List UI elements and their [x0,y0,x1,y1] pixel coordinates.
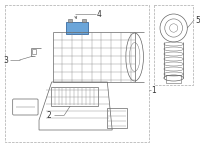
Text: 2: 2 [47,111,52,120]
Bar [5,5,149,142]
Bar [32,49,36,54]
Bar [66,22,88,34]
Text: 5: 5 [195,15,200,25]
Bar [107,108,127,128]
Text: 1: 1 [151,86,156,95]
Bar [82,19,86,22]
Bar [51,87,98,106]
Text: 3: 3 [3,56,8,65]
Bar [166,75,181,83]
Text: 4: 4 [97,10,101,19]
Bar [154,5,193,85]
Bar [68,19,72,22]
